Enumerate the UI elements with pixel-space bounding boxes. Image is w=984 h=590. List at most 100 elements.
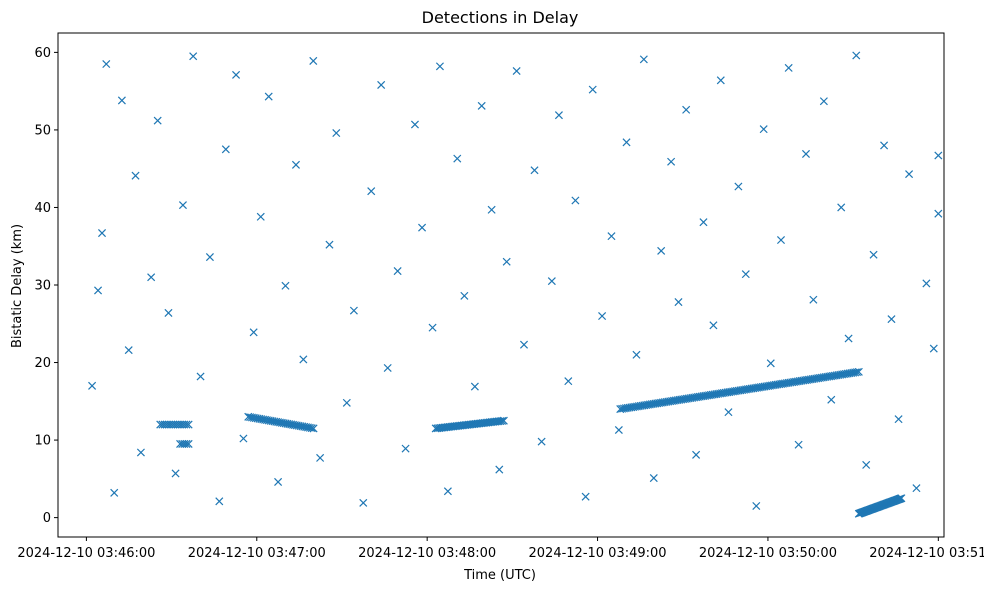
data-point: [443, 487, 452, 496]
data-point: [588, 85, 597, 94]
data-point: [325, 240, 334, 249]
y-tick-label: 30: [34, 279, 51, 294]
data-point: [97, 229, 107, 238]
data-point: [332, 129, 341, 138]
data-point: [377, 80, 386, 89]
data-point: [239, 434, 248, 443]
track-point: [307, 424, 316, 433]
track-point: [499, 416, 508, 425]
data-point: [869, 250, 878, 259]
data-point: [453, 154, 462, 163]
x-tick-label: 2024-12-10 03:46:00: [17, 546, 155, 561]
y-tick-label: 20: [34, 356, 51, 371]
data-point: [178, 201, 187, 210]
data-point: [110, 488, 119, 497]
data-point: [649, 474, 658, 483]
data-point: [102, 59, 111, 69]
data-point: [274, 477, 283, 486]
data-point: [844, 334, 853, 343]
data-point: [692, 450, 701, 459]
x-tick-label: 2024-12-10 03:49:00: [529, 546, 667, 561]
data-point: [667, 157, 676, 166]
x-tick-label: 2024-12-10 03:51:00: [869, 546, 984, 561]
data-point: [657, 246, 666, 255]
data-point: [299, 355, 308, 364]
data-point: [581, 492, 590, 501]
data-point: [124, 346, 133, 355]
y-tick-label: 0: [43, 511, 51, 526]
data-point: [607, 232, 616, 241]
data-point: [880, 141, 889, 150]
x-tick-label: 2024-12-10 03:47:00: [188, 546, 326, 561]
data-point: [316, 453, 325, 462]
data-point: [639, 55, 648, 64]
data-point: [905, 170, 914, 179]
data-point: [487, 205, 496, 214]
track-point: [184, 420, 193, 429]
data-point: [153, 116, 162, 125]
data-point: [502, 257, 511, 266]
data-point: [934, 209, 943, 218]
data-point: [393, 267, 402, 276]
data-point: [709, 321, 718, 330]
track-point: [496, 417, 505, 426]
data-point: [221, 145, 230, 154]
data-point: [530, 166, 539, 175]
data-point: [196, 372, 205, 381]
data-point: [477, 101, 486, 110]
chart-title: Detections in Delay: [422, 8, 579, 27]
data-point: [734, 182, 743, 191]
data-point: [428, 323, 437, 332]
data-point: [622, 138, 631, 147]
data-point: [862, 460, 871, 469]
data-point: [495, 465, 504, 474]
track-point: [852, 368, 861, 377]
data-point: [215, 497, 224, 506]
data-point: [809, 295, 818, 304]
data-point: [724, 408, 733, 417]
data-point: [752, 501, 761, 511]
data-point: [117, 96, 126, 105]
track-point: [498, 416, 507, 425]
data-point: [359, 498, 368, 507]
data-point: [131, 171, 140, 180]
data-point: [794, 440, 803, 449]
data-point: [291, 160, 300, 169]
y-tick-label: 10: [34, 434, 51, 449]
y-axis-label: Bistatic Delay (km): [10, 224, 25, 348]
data-point: [674, 298, 683, 307]
data-point: [766, 359, 775, 368]
track-point: [182, 439, 191, 448]
data-point: [852, 51, 861, 60]
data-point: [249, 328, 258, 337]
data-point: [470, 382, 479, 391]
data-point: [554, 111, 563, 120]
data-point: [410, 120, 419, 129]
data-points: [88, 51, 943, 518]
data-point: [349, 306, 358, 315]
data-point: [460, 291, 469, 300]
y-tick-label: 60: [34, 46, 51, 61]
data-point: [401, 444, 410, 453]
data-point: [435, 62, 444, 71]
data-point: [205, 253, 214, 262]
data-point: [367, 187, 376, 196]
track-point: [309, 424, 318, 433]
data-point: [136, 448, 145, 457]
data-point: [256, 212, 265, 221]
data-point: [912, 484, 921, 493]
x-tick-label: 2024-12-10 03:50:00: [699, 546, 837, 561]
data-point: [342, 398, 351, 407]
x-tick-label: 2024-12-10 03:48:00: [358, 546, 496, 561]
axes: 2024-12-10 03:46:00 2024-12-10 03:47:00 20…: [17, 32, 984, 561]
data-point: [94, 286, 103, 295]
track-point: [854, 367, 863, 376]
track-point: [897, 494, 906, 503]
data-point: [922, 279, 931, 288]
track-point: [184, 439, 193, 448]
data-point: [147, 273, 156, 282]
data-point: [837, 203, 846, 212]
